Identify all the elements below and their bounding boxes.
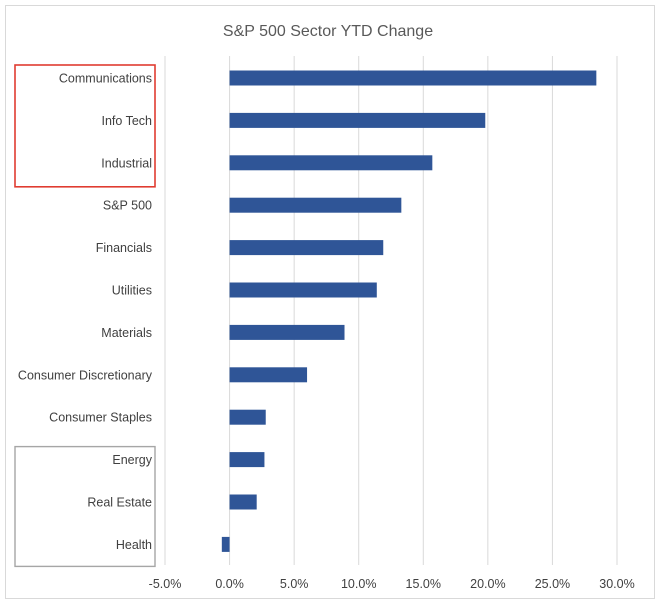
x-tick-label: 10.0%	[341, 577, 376, 591]
category-label: Communications	[59, 72, 152, 86]
category-label: Energy	[112, 453, 152, 467]
bar-communications	[229, 70, 597, 86]
x-tick-label: 0.0%	[215, 577, 244, 591]
bars	[221, 70, 597, 552]
category-label: Health	[116, 538, 152, 552]
x-tick-label: 30.0%	[599, 577, 634, 591]
category-label: Consumer Discretionary	[18, 368, 153, 382]
category-label: Info Tech	[101, 114, 152, 128]
category-label: Real Estate	[87, 496, 152, 510]
highlight-boxes	[14, 64, 156, 568]
category-label: Consumer Staples	[49, 411, 152, 425]
category-label: Utilities	[112, 284, 152, 298]
x-tick-label: 20.0%	[470, 577, 505, 591]
category-labels: Communications Info Tech Industrial S&P 500…	[18, 72, 153, 552]
x-tick-label: -5.0%	[149, 577, 182, 591]
category-label: Financials	[96, 241, 152, 255]
chart-frame	[5, 5, 655, 599]
bar-financials	[229, 240, 384, 256]
x-tick-label: 5.0%	[280, 577, 309, 591]
bar-s-p-500	[229, 197, 402, 213]
bar-consumer-staples	[229, 409, 266, 425]
highlight-box-bottom-sectors	[14, 445, 156, 568]
bar-utilities	[229, 282, 377, 298]
x-tick-label: 25.0%	[535, 577, 570, 591]
x-tick-label: 15.0%	[406, 577, 441, 591]
bar-industrial	[229, 155, 433, 171]
bar-energy	[229, 452, 265, 468]
category-label: Industrial	[101, 156, 152, 170]
category-label: S&P 500	[103, 199, 152, 213]
bar-health	[221, 536, 230, 552]
gridlines	[164, 56, 618, 565]
highlight-box-top-sectors	[14, 64, 156, 188]
bar-real-estate	[229, 494, 257, 510]
bar-materials	[229, 324, 345, 340]
x-axis-ticks: -5.0% 0.0% 5.0% 10.0% 15.0% 20.0% 25.0% 30.0%	[149, 577, 635, 591]
bar-consumer-discretionary	[229, 367, 308, 383]
chart-title: S&P 500 Sector YTD Change	[223, 23, 433, 40]
category-label: Materials	[101, 326, 152, 340]
bar-info-tech	[229, 112, 486, 128]
